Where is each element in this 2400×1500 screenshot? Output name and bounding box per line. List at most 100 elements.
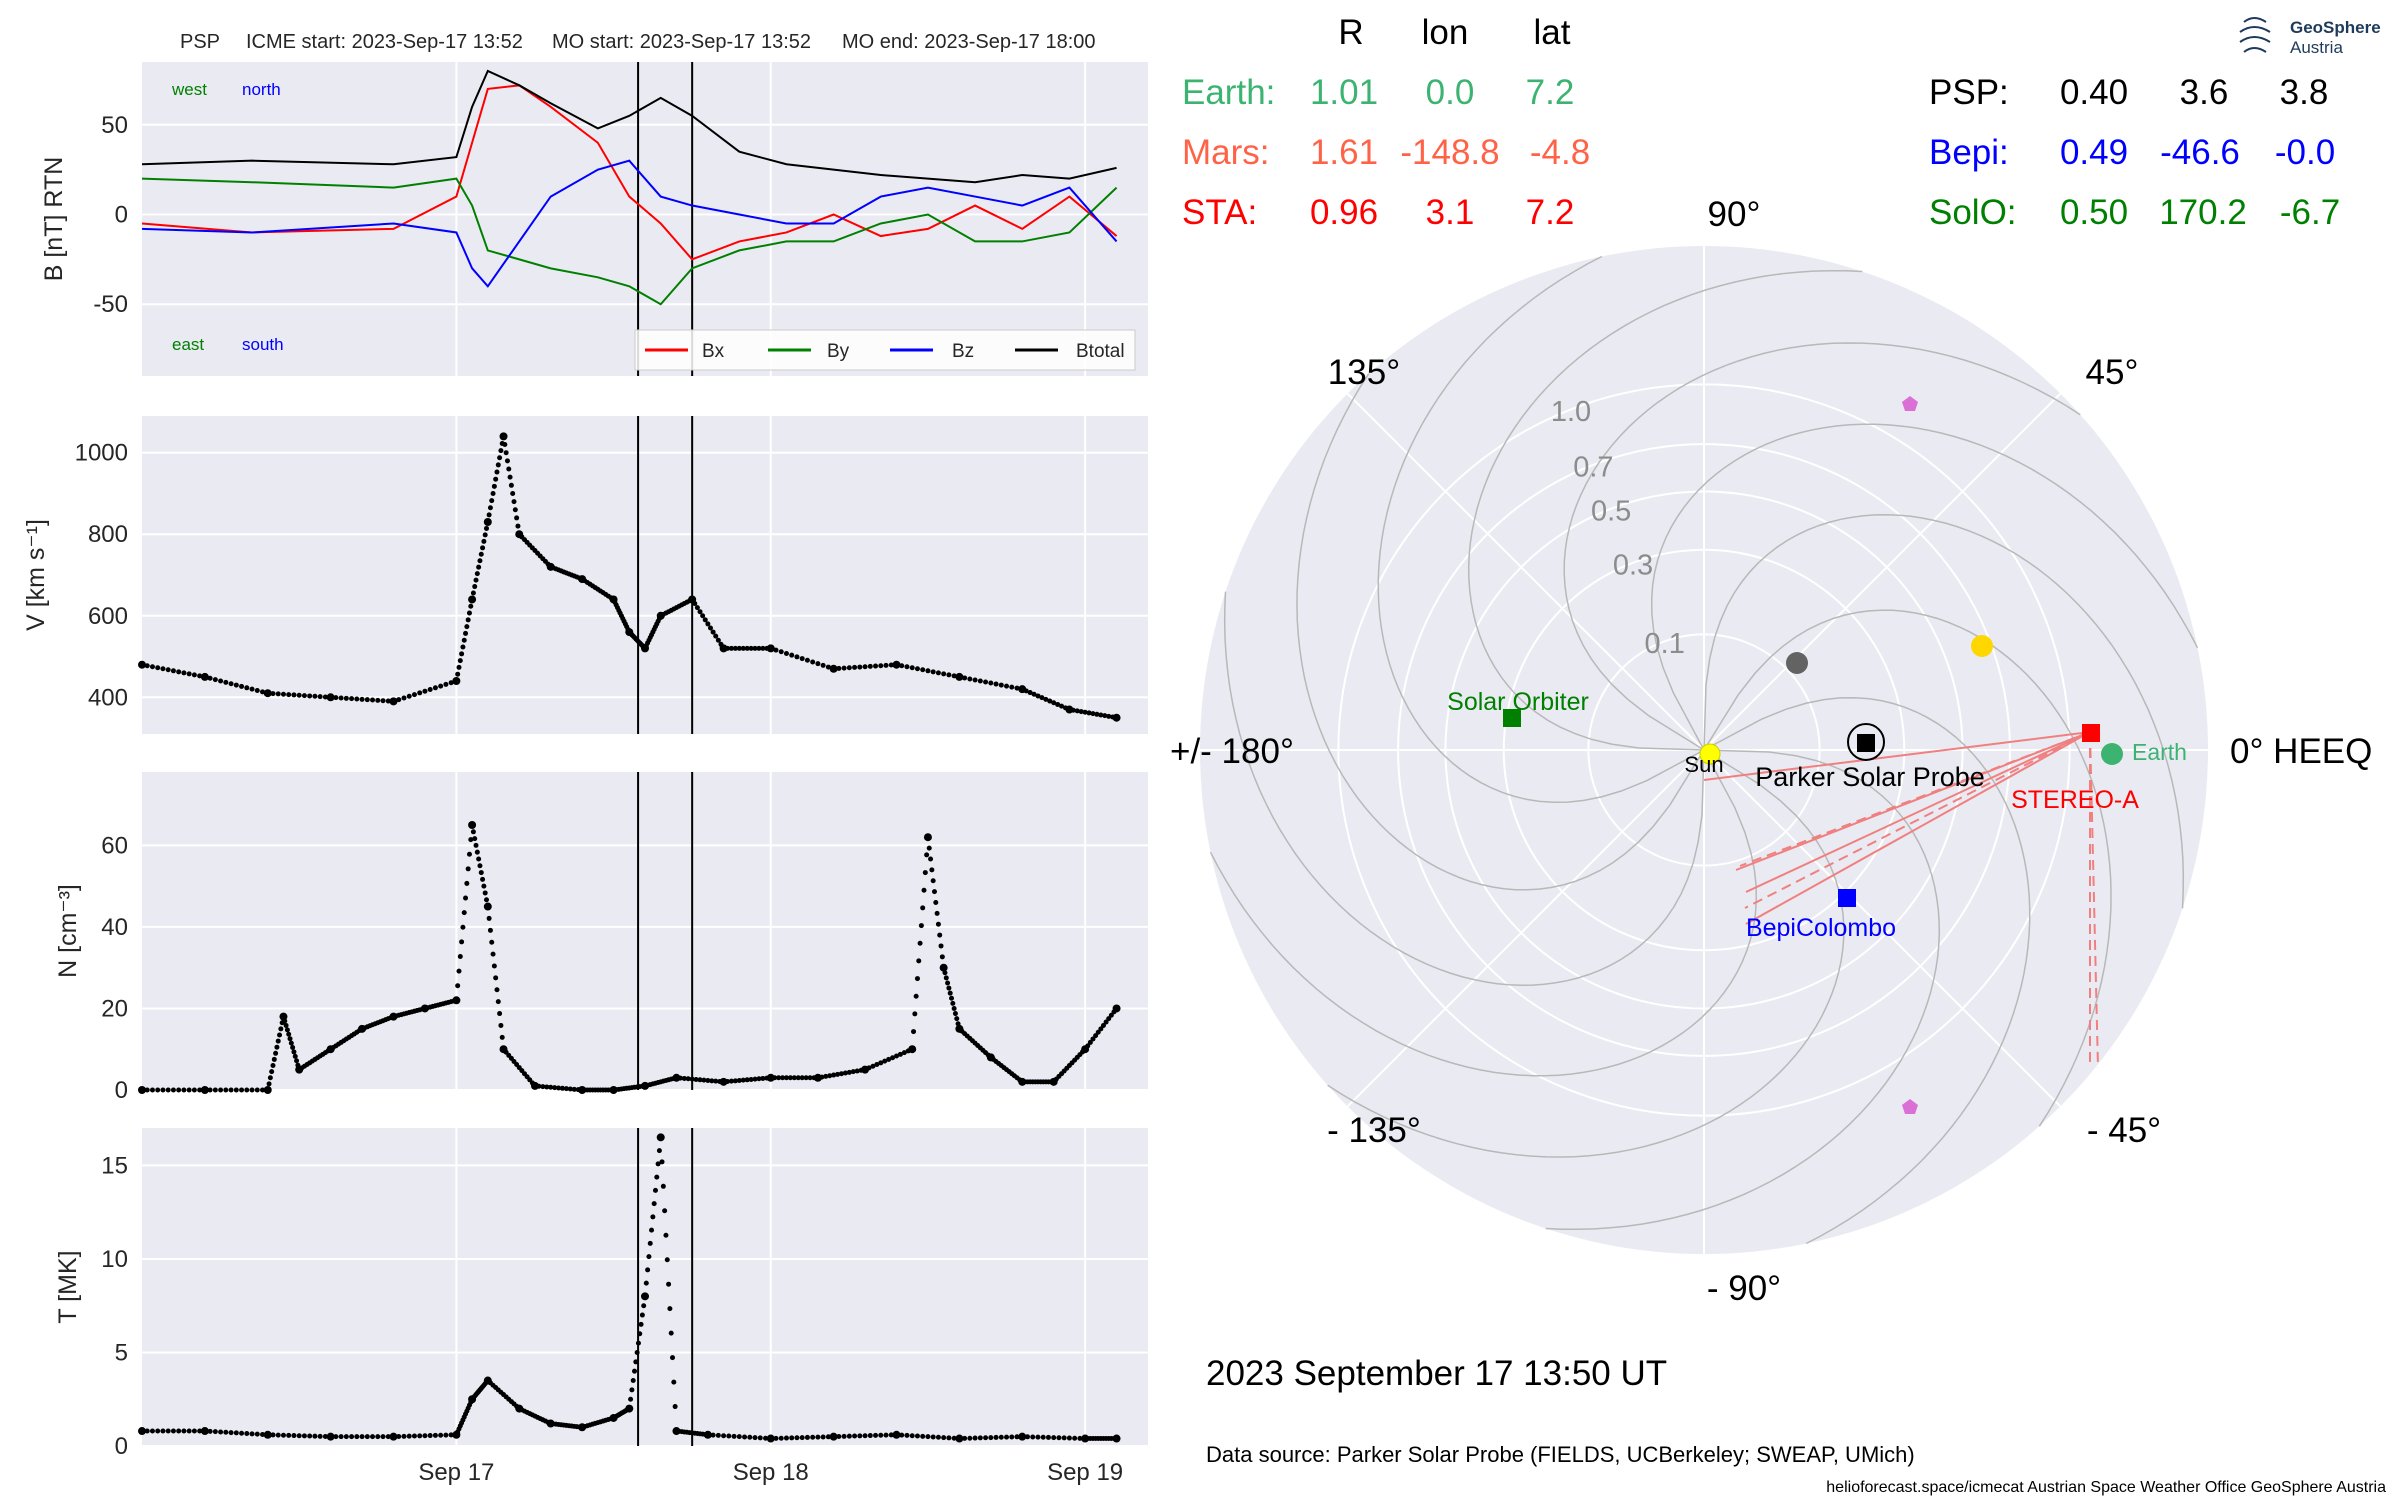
data-point-interp: [291, 1433, 297, 1439]
y-ticks-b: 50 0 -50: [93, 112, 128, 318]
psp-label: PSP:: [1929, 73, 2009, 112]
sta-line-3: [1745, 731, 2091, 893]
data-point-interp: [1023, 688, 1029, 694]
data-point-interp: [789, 652, 795, 658]
data-point: [499, 432, 508, 441]
data-point: [641, 1292, 649, 1301]
data-point-interp: [254, 688, 260, 694]
data-point-interp: [641, 1303, 647, 1309]
data-point-interp: [985, 1052, 991, 1058]
data-point-interp: [983, 679, 989, 685]
spiral-7: [1377, 255, 1705, 804]
data-point-interp: [838, 1071, 844, 1077]
data-point-interp: [484, 897, 490, 903]
y-tick-label: 15: [101, 1152, 128, 1179]
data-point-interp: [207, 675, 213, 681]
data-point: [263, 1086, 272, 1094]
data-point-interp: [694, 605, 700, 611]
data-point-interp: [867, 663, 873, 669]
spiral-5: [1563, 342, 2081, 751]
data-point-interp: [294, 1058, 300, 1064]
data-point-interp: [432, 685, 438, 691]
data-point-interp: [787, 1075, 793, 1081]
psp-lat: 3.8: [2280, 73, 2329, 112]
data-point-interp: [647, 1240, 653, 1246]
data-point-interp: [490, 951, 496, 957]
data-point-interp: [1077, 1435, 1083, 1441]
data-point-interp: [857, 1433, 863, 1439]
data-point-interp: [514, 515, 520, 521]
data-point: [138, 1086, 146, 1094]
data-point-interp: [977, 678, 983, 684]
data-point-interp: [481, 538, 487, 544]
data-point-interp: [692, 601, 698, 607]
data-point-interp: [317, 1433, 323, 1439]
data-point-interp: [638, 1321, 644, 1327]
parker-spirals: [1209, 255, 2199, 1245]
data-point-interp: [427, 1433, 433, 1439]
data-point-interp: [349, 1434, 355, 1440]
data-point-interp: [687, 598, 693, 604]
data-point-interp: [913, 993, 919, 999]
data-point-interp: [949, 995, 955, 1001]
psp-lon: 3.6: [2180, 73, 2229, 112]
data-point-interp: [659, 1159, 665, 1165]
geosphere-logo: GeoSphere Austria: [2239, 17, 2381, 57]
data-point-interp: [283, 1022, 289, 1028]
data-point-interp: [359, 696, 365, 702]
data-point-interp: [878, 663, 884, 669]
data-point-interp: [922, 870, 928, 876]
data-point-interp: [1035, 1434, 1041, 1440]
data-point-interp: [921, 887, 927, 893]
data-point: [389, 1432, 398, 1441]
data-point-interp: [498, 448, 504, 454]
data-point-interp: [681, 1075, 687, 1081]
data-point-interp: [343, 695, 349, 701]
data-point-interp: [461, 637, 467, 643]
data-point-interp: [671, 1075, 677, 1081]
data-point-interp: [497, 1011, 503, 1017]
data-point-interp: [993, 1434, 999, 1440]
angle-label-m135: - 135°: [1327, 1111, 1421, 1150]
data-point-interp: [764, 645, 770, 651]
y-tick-label: 50: [101, 112, 128, 139]
data-point-interp: [625, 626, 631, 632]
data-point-interp: [760, 645, 766, 651]
data-point-interp: [643, 1280, 649, 1286]
data-point-interp: [317, 694, 323, 700]
data-point-interp: [280, 1432, 286, 1438]
data-point-interp: [301, 1433, 307, 1439]
data-point-interp: [491, 963, 497, 969]
data-point-interp: [186, 1087, 192, 1093]
data-point-interp: [170, 1087, 176, 1093]
data-point-interp: [507, 474, 513, 480]
data-point-interp: [223, 1087, 229, 1093]
data-point-interp: [455, 983, 461, 989]
data-point-interp: [794, 654, 800, 660]
header-mo-start: MO start: 2023-Sep-17 13:52: [552, 31, 811, 53]
data-point-interp: [480, 545, 486, 551]
data-point: [326, 693, 335, 702]
data-point-interp: [254, 1431, 260, 1437]
data-point-interp: [776, 1075, 782, 1081]
data-point-interp: [244, 1431, 250, 1437]
data-point-interp: [287, 1036, 293, 1042]
y-label-t: T [MK]: [54, 1250, 82, 1323]
data-point-interp: [700, 613, 706, 619]
data-point-interp: [354, 1434, 360, 1440]
data-point-interp: [1074, 708, 1080, 714]
data-point-interp: [878, 1060, 884, 1066]
data-point-interp: [1090, 711, 1096, 717]
data-point-interp: [715, 637, 721, 643]
data-point-interp: [1030, 1434, 1036, 1440]
data-point-interp: [883, 662, 889, 668]
data-point-interp: [888, 1432, 894, 1438]
data-point-interp: [456, 664, 462, 670]
data-point-interp: [465, 866, 471, 872]
data-point-interp: [899, 663, 905, 669]
annot-east: east: [172, 335, 204, 354]
data-point-interp: [951, 1435, 957, 1441]
data-point-interp: [484, 1379, 490, 1385]
data-point-interp: [677, 1075, 683, 1081]
plot-area-b: [142, 62, 1148, 376]
